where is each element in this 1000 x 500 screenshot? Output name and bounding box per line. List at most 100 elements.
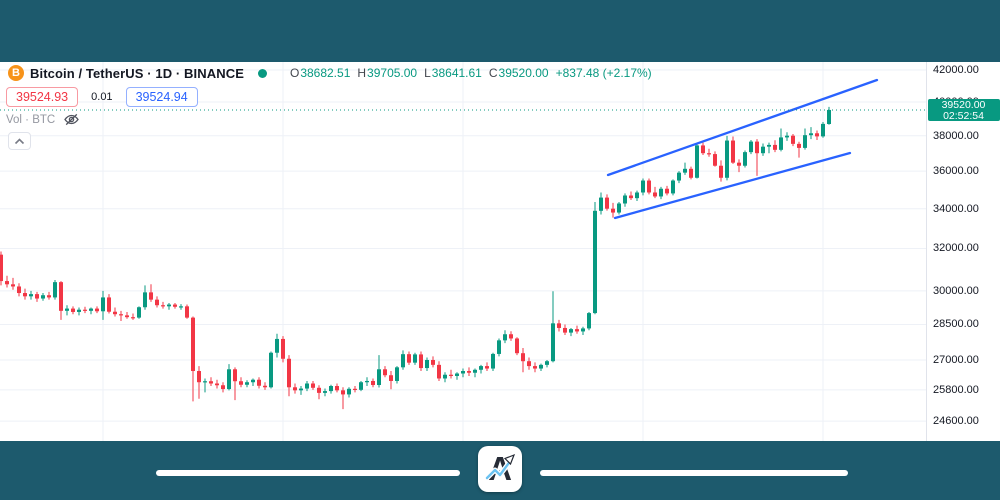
last-price-label: 39520.00 02:52:54 (927, 98, 1000, 121)
candle-body (197, 371, 201, 383)
candle-body (635, 192, 639, 199)
candle-body (245, 382, 249, 385)
candle-body (491, 353, 495, 369)
price-tick-label: 34000.00 (933, 202, 979, 215)
candle-body (449, 374, 453, 376)
candle-body (515, 338, 519, 354)
candle-body (131, 317, 135, 319)
candle-body (53, 282, 57, 298)
candle-body (431, 359, 435, 365)
low-value: 38641.61 (431, 66, 482, 80)
candle-body (143, 292, 147, 308)
candle-body (467, 371, 471, 373)
candle-body (257, 379, 261, 386)
candle-body (293, 387, 297, 391)
candle-body (437, 364, 441, 379)
candle-body (299, 388, 303, 391)
symbol-title[interactable]: Bitcoin / TetherUS · 1D · BINANCE (30, 65, 244, 81)
candle-body (821, 123, 825, 137)
candle-body (407, 354, 411, 363)
candle-body (239, 381, 243, 385)
candle-body (731, 140, 735, 163)
sell-bid-button[interactable]: 39524.93 (6, 87, 79, 107)
candle-body (539, 364, 543, 369)
candle-body (347, 388, 351, 395)
chevron-up-icon (14, 137, 25, 144)
candle-body (509, 334, 513, 339)
candle-body (119, 314, 123, 316)
candle-body (557, 323, 561, 328)
candle-body (341, 390, 345, 395)
channel-upper[interactable] (606, 78, 879, 177)
candle-body (533, 366, 537, 369)
volume-label[interactable]: Vol · BTC (6, 113, 56, 126)
volume-legend: Vol · BTC (6, 112, 80, 127)
candle-body (161, 305, 165, 307)
candle-body (191, 317, 195, 372)
candle-body (0, 254, 3, 282)
candle-body (359, 382, 363, 390)
candle-body (413, 354, 417, 363)
price-tick-label: 27000.00 (933, 353, 979, 366)
price-tick-label: 24600.00 (933, 415, 979, 428)
last-price-value: 39520.00 (941, 98, 986, 111)
market-status-icon[interactable] (257, 68, 267, 78)
candle-body (605, 197, 609, 209)
divider-line-left (156, 470, 460, 476)
candle-body (305, 383, 309, 389)
candle-body (389, 375, 393, 381)
close-label: C (488, 66, 498, 80)
candle-body (179, 306, 183, 308)
candle-body (713, 154, 717, 166)
channel-lower[interactable] (613, 151, 852, 220)
candle-body (791, 135, 795, 144)
candle-body (113, 311, 117, 315)
candle-body (395, 367, 399, 381)
candle-body (725, 140, 729, 178)
candle-body (47, 295, 51, 298)
candle-body (107, 297, 111, 312)
candle-body (785, 135, 789, 138)
candle-body (599, 197, 603, 211)
candle-body (527, 361, 531, 367)
candle-body (617, 203, 621, 213)
close-value: 39520.00 (498, 66, 549, 80)
candle-body (641, 180, 645, 193)
candle-body (521, 353, 525, 362)
candle-body (149, 292, 153, 300)
candle-body (233, 369, 237, 382)
candle-body (101, 297, 105, 312)
candle-body (335, 386, 339, 391)
bitcoin-icon[interactable]: B (8, 65, 24, 81)
price-tick-label: 28500.00 (933, 318, 979, 331)
open-value: 38682.51 (300, 66, 351, 80)
top-banner (0, 0, 1000, 62)
eye-slash-icon[interactable] (63, 112, 80, 127)
candle-body (377, 369, 381, 386)
candle-body (503, 334, 507, 341)
divider-line-right (540, 470, 848, 476)
brand-logo: A (478, 446, 522, 492)
candle-body (227, 369, 231, 390)
candle-body (701, 145, 705, 154)
candle-body (569, 329, 573, 333)
candle-body (35, 294, 39, 299)
candle-body (761, 146, 765, 154)
candle-body (59, 282, 63, 311)
open-label: O (289, 66, 300, 80)
collapse-pane-button[interactable] (8, 132, 31, 150)
candle-body (71, 308, 75, 312)
candle-body (41, 295, 45, 299)
candle-body (665, 188, 669, 194)
buy-ask-button[interactable]: 39524.94 (125, 87, 198, 107)
arrow-up-icon (484, 453, 516, 481)
change-value: +837.48 (+2.17%) (555, 66, 652, 80)
candle-body (89, 308, 93, 311)
candle-body (125, 315, 129, 318)
candle-body (677, 172, 681, 181)
candle-body (83, 309, 87, 311)
candle-body (623, 195, 627, 204)
candle-body (773, 144, 777, 150)
